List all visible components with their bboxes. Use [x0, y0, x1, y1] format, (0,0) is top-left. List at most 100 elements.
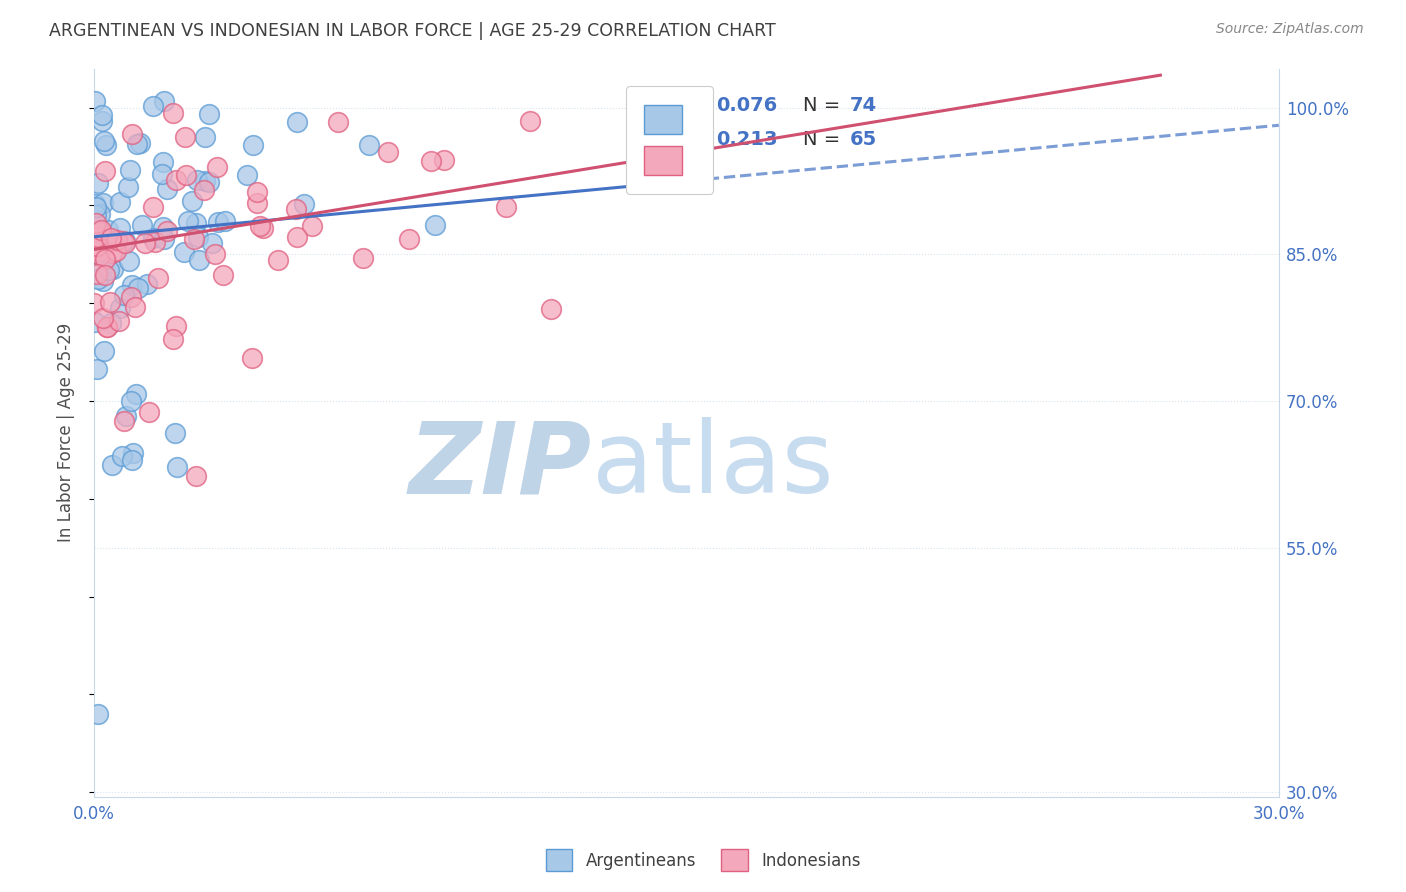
Point [84, 200, 107, 214]
Point [292, 196, 315, 211]
Point [94, 138, 117, 153]
Point [89, 223, 111, 237]
Point [121, 278, 143, 293]
Point [89, 207, 111, 221]
Point [165, 426, 187, 441]
Point [120, 290, 142, 304]
Text: N =: N = [803, 96, 839, 115]
Point [166, 460, 188, 475]
Point [193, 183, 215, 197]
Point [121, 445, 143, 459]
Point [86, 267, 108, 281]
Point [184, 469, 207, 483]
Point [495, 200, 517, 214]
Point [105, 233, 128, 247]
Point [87, 706, 110, 721]
Point [96, 319, 118, 334]
Point [91, 274, 114, 288]
Point [94, 252, 117, 266]
Point [194, 130, 217, 145]
Point [87, 246, 110, 260]
Point [84, 94, 107, 108]
Point [240, 351, 263, 366]
Point [100, 316, 122, 330]
Point [177, 214, 200, 228]
Point [173, 245, 195, 260]
Text: R =: R = [666, 129, 703, 149]
Point [83, 296, 105, 310]
Text: Source: ZipAtlas.com: Source: ZipAtlas.com [1216, 22, 1364, 37]
Point [124, 300, 146, 314]
Point [135, 277, 157, 292]
Point [155, 181, 177, 195]
Point [207, 160, 229, 174]
Point [87, 244, 110, 258]
Point [201, 235, 224, 250]
Point [101, 246, 124, 260]
Point [131, 218, 153, 232]
Point [138, 405, 160, 419]
Point [141, 230, 163, 244]
Point [301, 219, 323, 233]
Point [214, 214, 236, 228]
Point [134, 236, 156, 251]
Legend: Argentineans, Indonesians: Argentineans, Indonesians [537, 841, 869, 880]
Point [108, 314, 131, 328]
Point [112, 234, 135, 248]
Point [86, 239, 108, 253]
Text: ZIP: ZIP [409, 417, 592, 514]
Point [86, 362, 108, 376]
Point [93, 134, 115, 148]
Point [423, 219, 446, 233]
Point [125, 137, 148, 152]
Point [246, 186, 269, 200]
Point [249, 219, 271, 233]
Point [236, 168, 259, 182]
Point [125, 386, 148, 401]
Point [162, 332, 184, 346]
Point [90, 240, 112, 254]
Point [84, 315, 107, 329]
Point [176, 168, 198, 182]
Point [114, 409, 136, 423]
Point [285, 115, 308, 129]
Point [246, 195, 269, 210]
Point [194, 174, 217, 188]
Point [187, 252, 209, 267]
Point [108, 301, 131, 315]
Point [120, 394, 142, 409]
Point [156, 224, 179, 238]
Point [110, 221, 132, 235]
Point [146, 271, 169, 285]
Point [143, 235, 166, 249]
Text: 0.076: 0.076 [716, 96, 778, 115]
Point [101, 458, 124, 472]
Point [162, 105, 184, 120]
Text: N =: N = [803, 129, 839, 149]
Point [398, 232, 420, 246]
Point [207, 215, 229, 229]
Point [183, 232, 205, 246]
Point [352, 251, 374, 265]
Point [96, 319, 118, 334]
Point [211, 268, 233, 282]
Point [93, 344, 115, 359]
Point [142, 200, 165, 214]
Point [117, 179, 139, 194]
Point [84, 216, 107, 230]
Point [97, 223, 120, 237]
Point [420, 153, 443, 168]
Point [186, 216, 208, 230]
Point [284, 202, 307, 216]
Point [150, 167, 173, 181]
Point [121, 452, 143, 467]
Point [114, 236, 136, 251]
Point [127, 281, 149, 295]
Point [101, 262, 124, 277]
Point [112, 414, 135, 428]
Point [87, 272, 110, 286]
Point [359, 138, 381, 153]
Point [121, 128, 143, 142]
Point [118, 253, 141, 268]
Point [84, 208, 107, 222]
